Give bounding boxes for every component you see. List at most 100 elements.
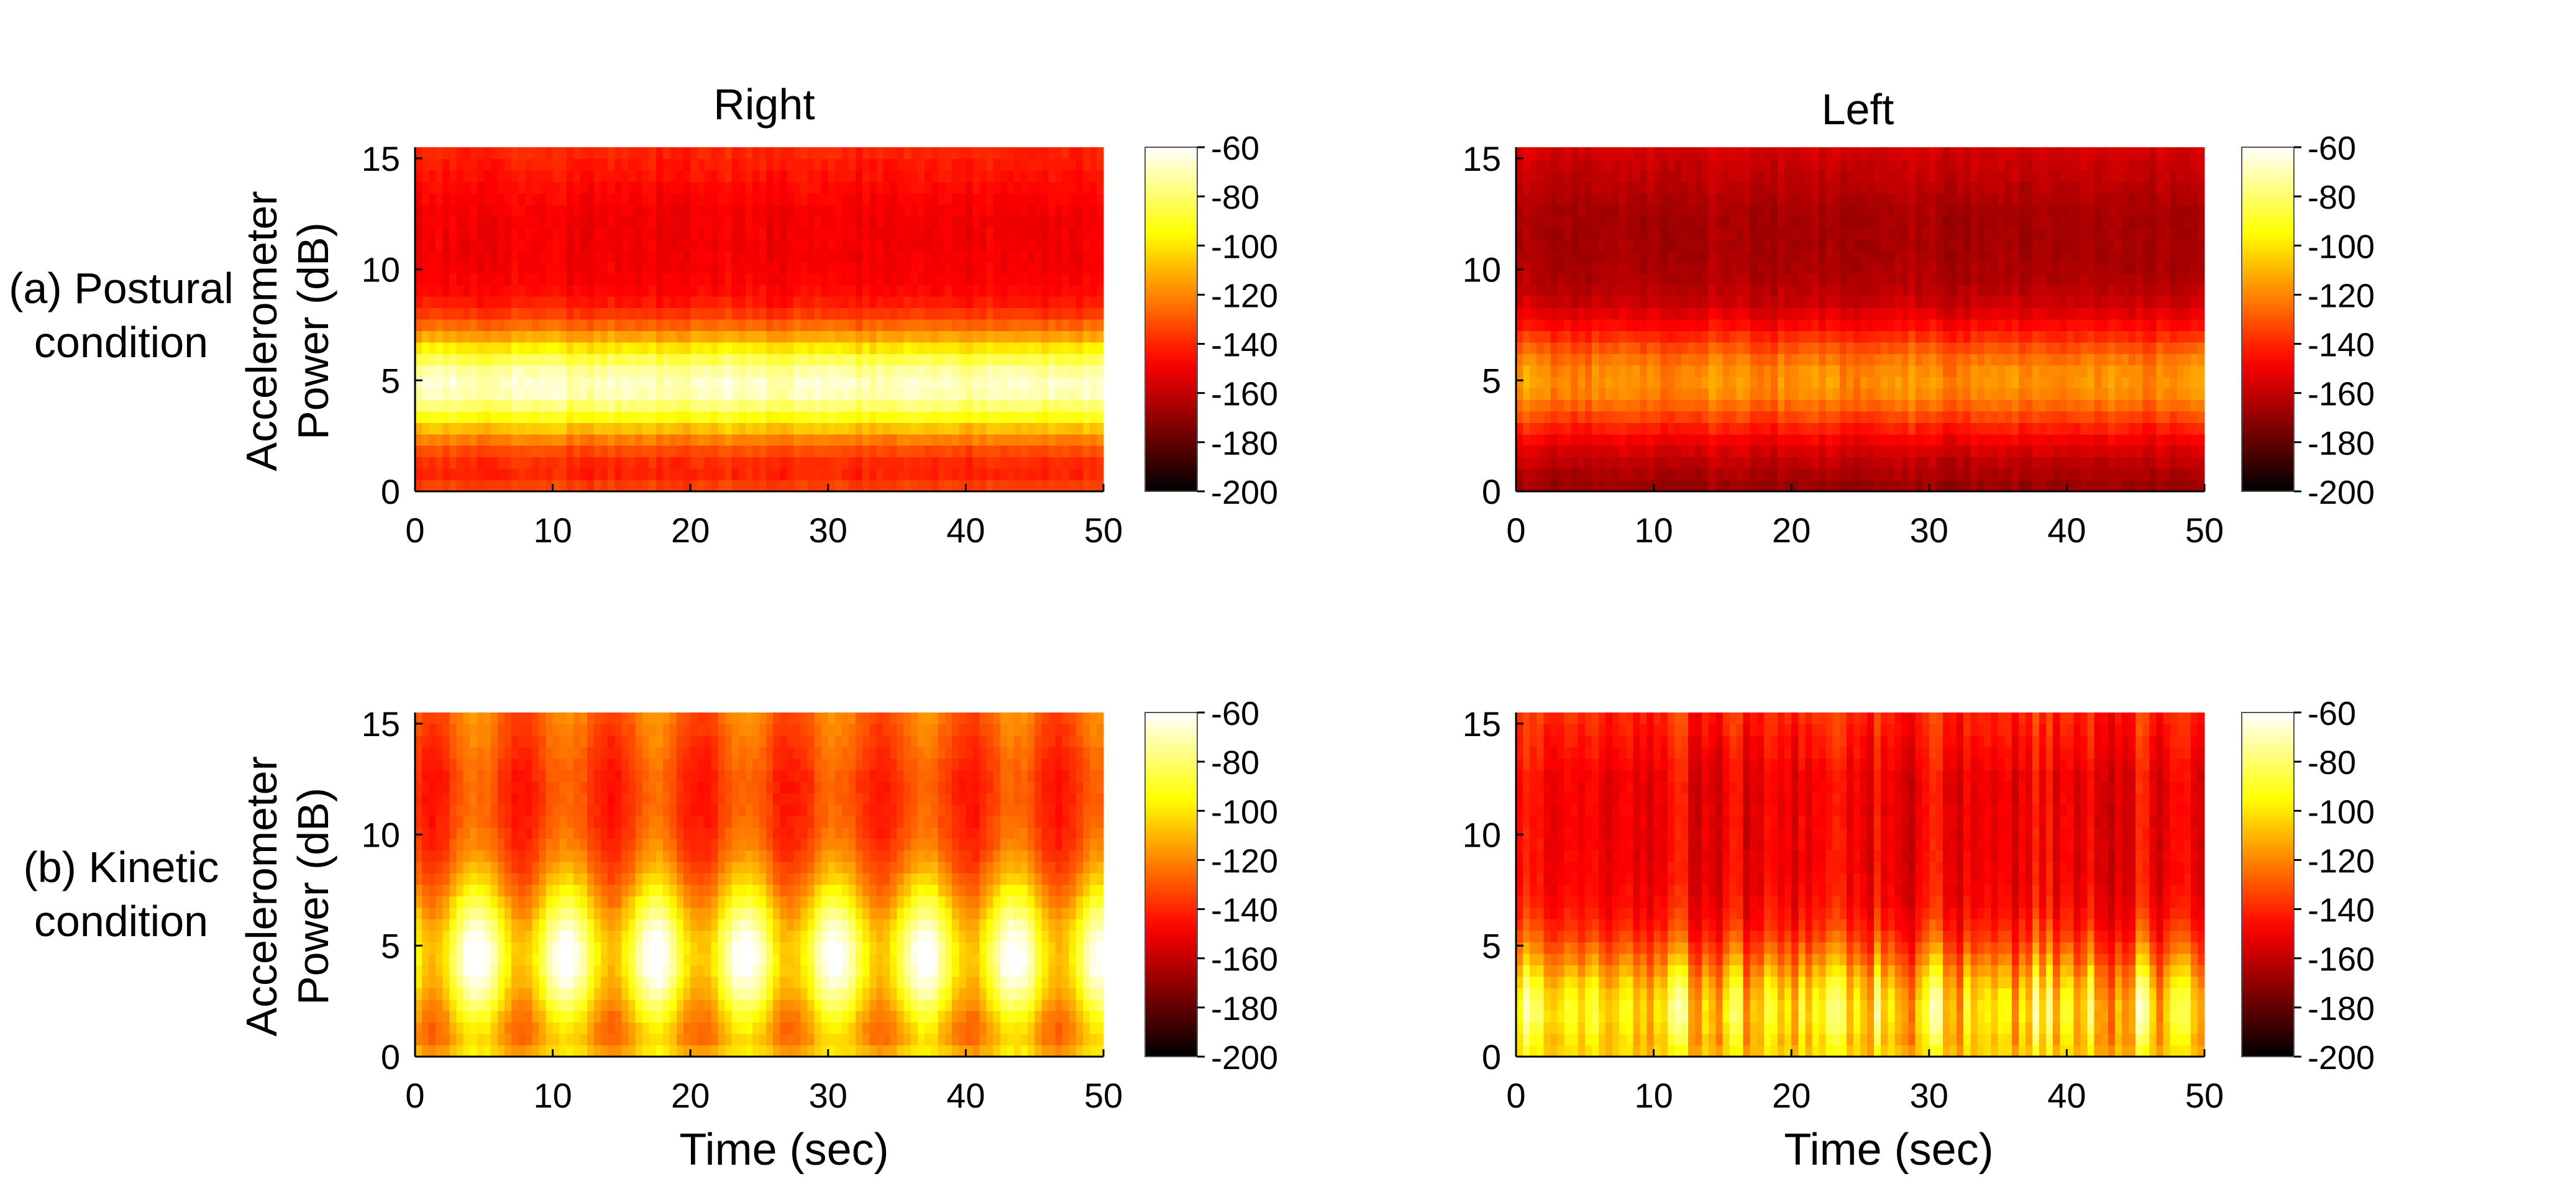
heatmap-cell (614, 262, 622, 274)
heatmap-cell (1523, 204, 1530, 217)
heatmap-cell (1041, 147, 1049, 160)
heatmap-cell (828, 204, 836, 217)
heatmap-cell (1007, 273, 1015, 286)
heatmap-cell (738, 388, 746, 400)
heatmap-cell (429, 480, 436, 492)
heatmap-cell (442, 193, 450, 205)
heatmap-cell (635, 158, 643, 171)
heatmap-cell (1640, 376, 1648, 389)
heatmap-cell (1688, 365, 1696, 377)
heatmap-cell (1013, 170, 1021, 182)
heatmap-cell (1013, 434, 1021, 446)
heatmap-cell (608, 227, 615, 240)
heatmap-cell (1942, 445, 1950, 458)
heatmap-cell (903, 342, 911, 354)
heatmap-cell (497, 411, 505, 423)
heatmap-cell (1021, 342, 1028, 354)
heatmap-cell (1819, 445, 1827, 458)
heatmap-cell (945, 193, 952, 205)
heatmap-cell (1069, 457, 1077, 469)
heatmap-cell (1035, 250, 1042, 263)
heatmap-cell (518, 457, 526, 469)
heatmap-cell (773, 480, 780, 492)
heatmap-cell (711, 388, 719, 400)
heatmap-cell (1950, 319, 1957, 332)
heatmap-cell (1709, 468, 1716, 481)
heatmap-cell (1778, 319, 1785, 332)
heatmap-cell (1069, 342, 1077, 354)
heatmap-cell (862, 342, 870, 354)
heatmap-cell (511, 342, 519, 354)
heatmap-cell (787, 262, 794, 274)
heatmap-cell (1626, 342, 1633, 354)
heatmap-cell (511, 468, 519, 481)
heatmap-cell (483, 285, 491, 297)
heatmap-cell (1550, 193, 1558, 205)
heatmap-cell (1647, 422, 1655, 435)
heatmap-cell (1667, 434, 1675, 446)
heatmap-cell (1007, 158, 1015, 171)
heatmap-cell (1681, 181, 1689, 194)
heatmap-cell (910, 330, 918, 343)
heatmap-cell (677, 227, 684, 240)
heatmap-cell (986, 422, 994, 435)
heatmap-cell (814, 330, 822, 343)
heatmap-cell (1578, 296, 1586, 309)
heatmap-cell (621, 296, 629, 309)
heatmap-cell (1881, 330, 1888, 343)
heatmap-cell (1082, 170, 1090, 182)
heatmap-cell (910, 411, 918, 423)
heatmap-cell (1653, 411, 1661, 423)
heatmap-cell (1825, 330, 1834, 343)
heatmap-cell (718, 434, 726, 446)
heatmap-cell (477, 262, 485, 274)
heatmap-cell (1888, 342, 1895, 354)
heatmap-cell (662, 457, 670, 469)
heatmap-cell (917, 250, 925, 263)
heatmap-cell (793, 365, 802, 377)
heatmap-cell (1908, 239, 1916, 251)
heatmap-cell (490, 273, 498, 286)
heatmap-cell (1076, 250, 1084, 263)
heatmap-cell (539, 170, 547, 182)
heatmap-cell (1894, 353, 1902, 366)
heatmap-cell (559, 158, 567, 171)
heatmap-cell (1096, 468, 1104, 481)
heatmap-cell (793, 170, 802, 182)
heatmap-cell (1778, 422, 1785, 435)
heatmap-cell (505, 170, 512, 182)
heatmap-cell (415, 170, 422, 182)
heatmap-cell (1543, 468, 1551, 481)
heatmap-cell (800, 365, 808, 377)
heatmap-cell (931, 307, 939, 320)
heatmap-cell (752, 468, 760, 481)
heatmap-cell (483, 330, 491, 343)
heatmap-cell (1736, 342, 1744, 354)
heatmap-cell (1763, 330, 1771, 343)
heatmap-cell (614, 445, 622, 458)
heatmap-cell (559, 330, 567, 343)
heatmap-cell (1778, 307, 1785, 320)
heatmap-cell (1722, 158, 1730, 171)
heatmap-cell (1874, 158, 1881, 171)
heatmap-cell (552, 204, 560, 217)
heatmap-cell (573, 227, 581, 240)
heatmap-cell (1076, 158, 1084, 171)
heatmap-cell (1825, 250, 1834, 263)
heatmap-cell (759, 285, 767, 297)
heatmap-cell (1076, 227, 1084, 240)
heatmap-cell (456, 342, 464, 354)
heatmap-cell (917, 353, 925, 366)
heatmap-cell (718, 411, 726, 423)
heatmap-cell (1619, 399, 1627, 412)
heatmap-cell (436, 365, 443, 377)
colorbar-tick-label: -160 (1211, 376, 1278, 413)
heatmap-cell (1942, 227, 1950, 240)
heatmap-cell (483, 193, 491, 205)
heatmap-cell (497, 285, 505, 297)
heatmap-cell (897, 250, 905, 263)
heatmap-cell (1832, 330, 1840, 343)
heatmap-cell (1000, 445, 1008, 458)
heatmap-cell (655, 399, 664, 412)
heatmap-cell (841, 457, 849, 469)
